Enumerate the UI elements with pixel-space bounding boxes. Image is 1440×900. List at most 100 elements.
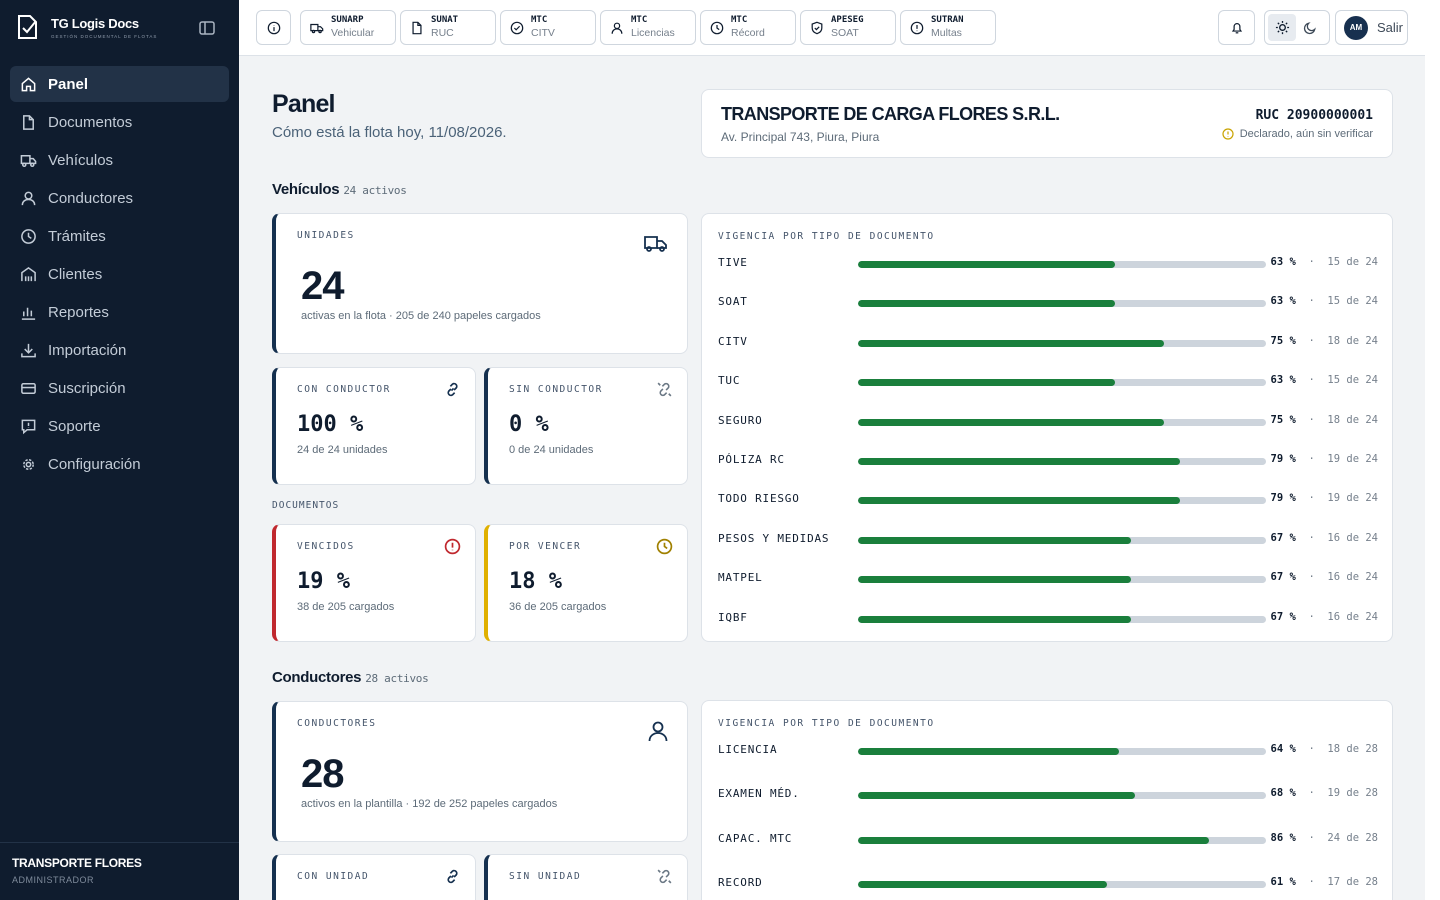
sidebar-item-reportes[interactable]: Reportes — [10, 294, 229, 330]
vehicles-vigencia-card: VIGENCIA POR TIPO DE DOCUMENTO TIVE 63 % … — [701, 213, 1393, 642]
vigencia-doc-name: EXAMEN MÉD. — [718, 787, 800, 801]
quick-link-apeseg[interactable]: APESEG SOAT — [800, 10, 896, 45]
theme-light-button[interactable] — [1268, 14, 1296, 41]
vigencia-row: CAPAC. MTC 86 % · 24 de 28 — [718, 832, 1378, 848]
quick-link-mtc-licencias[interactable]: MTC Licencias — [600, 10, 696, 45]
link-icon — [447, 869, 458, 884]
sidebar-item-tramites[interactable]: Trámites — [10, 218, 229, 254]
quick-link-sub: CITV — [531, 27, 555, 40]
sidebar-toggle-icon[interactable] — [198, 19, 216, 37]
sidebar-item-soporte[interactable]: Soporte — [10, 408, 229, 444]
vigencia-value: 61 % · 17 de 28 — [1271, 876, 1378, 888]
sidebar: TG Logis Docs GESTIÓN DOCUMENTAL DE FLOT… — [0, 0, 239, 900]
credit-card-icon — [21, 382, 36, 394]
vigencia-value: 79 % · 19 de 24 — [1271, 453, 1378, 465]
vigencia-progress-fill — [858, 615, 1132, 623]
theme-dark-button[interactable] — [1296, 14, 1324, 41]
documents-label: DOCUMENTOS — [272, 500, 340, 511]
units-foot: activas en la flota · 205 de 240 papeles… — [301, 310, 541, 322]
vigencia-value: 79 % · 19 de 24 — [1271, 492, 1378, 504]
vigencia-progress-fill — [858, 379, 1116, 387]
vigencia-doc-name: IQBF — [718, 610, 748, 624]
quick-link-title: APESEG — [831, 15, 864, 26]
user-menu-button[interactable]: AM Salir — [1335, 10, 1408, 45]
vigencia-percent: 68 % — [1270, 787, 1296, 800]
vigencia-percent: 61 % — [1270, 876, 1296, 889]
vigencia-progress-fill — [858, 339, 1164, 347]
notifications-button[interactable] — [1218, 10, 1255, 45]
vigencia-count: 18 de 24 — [1327, 334, 1378, 347]
sidebar-item-importacion[interactable]: Importación — [10, 332, 229, 368]
vigencia-value: 67 % · 16 de 24 — [1271, 571, 1378, 583]
bar-chart-icon — [21, 307, 36, 320]
vehicles-count: 24 activos — [343, 184, 407, 197]
without-unit-card: SIN UNIDAD — [484, 854, 688, 900]
vigencia-row: TODO RIESGO 79 % · 19 de 24 — [718, 492, 1378, 508]
sidebar-item-documentos[interactable]: Documentos — [10, 104, 229, 140]
vigencia-count: 15 de 24 — [1327, 256, 1378, 268]
without-driver-foot: 0 de 24 unidades — [509, 444, 594, 456]
quick-link-sunarp[interactable]: SUNARP Vehicular — [300, 10, 396, 45]
sidebar-item-suscripcion[interactable]: Suscripción — [10, 370, 229, 406]
theme-toggle — [1264, 10, 1330, 45]
sidebar-item-clientes[interactable]: Clientes — [10, 256, 229, 292]
vigencia-progress-bar — [858, 339, 1266, 347]
user-icon — [21, 191, 36, 205]
card-label: SIN UNIDAD — [509, 871, 582, 882]
quick-link-sutran[interactable]: SUTRAN Multas — [900, 10, 996, 45]
vigencia-value: 75 % · 18 de 24 — [1271, 335, 1378, 347]
company-ruc: RUC 20900000001 — [1255, 108, 1373, 123]
info-button[interactable] — [256, 10, 291, 45]
sidebar-item-panel[interactable]: Panel — [10, 66, 229, 102]
brand[interactable]: TG Logis Docs GESTIÓN DOCUMENTAL DE FLOT… — [16, 14, 157, 40]
vigencia-percent: 75 % — [1270, 413, 1296, 426]
logo-icon — [18, 15, 37, 39]
brand-subtitle: GESTIÓN DOCUMENTAL DE FLOTAS — [51, 33, 158, 39]
vigencia-percent: 79 % — [1270, 492, 1296, 505]
message-alert-icon — [21, 419, 36, 434]
vigencia-value: 64 % · 18 de 28 — [1271, 743, 1378, 755]
vigencia-doc-name: TIVE — [718, 256, 748, 269]
separator: · — [1295, 256, 1328, 268]
vigencia-doc-name: TODO RIESGO — [718, 492, 800, 506]
company-name: TRANSPORTE DE CARGA FLORES S.R.L. — [721, 104, 1060, 124]
logout-label: Salir — [1377, 20, 1404, 35]
quick-link-sub: Récord — [731, 27, 765, 40]
vigencia-doc-name: LICENCIA — [718, 743, 778, 756]
vigencia-percent: 63 % — [1270, 295, 1296, 308]
scrollbar-track[interactable] — [1425, 0, 1440, 900]
vigencia-progress-fill — [858, 261, 1116, 268]
unlink-icon — [657, 382, 672, 397]
vigencia-percent: 67 % — [1270, 571, 1296, 584]
sidebar-item-label: Configuración — [48, 455, 141, 473]
vigencia-count: 16 de 24 — [1327, 531, 1378, 544]
vigencia-count: 16 de 24 — [1327, 571, 1378, 584]
company-card: TRANSPORTE DE CARGA FLORES S.R.L. Av. Pr… — [701, 89, 1393, 158]
vigencia-value: 75 % · 18 de 24 — [1271, 414, 1378, 426]
page-title: Panel — [272, 90, 335, 118]
vigencia-progress-fill — [858, 300, 1116, 308]
vigencia-doc-name: SOAT — [718, 295, 748, 309]
vigencia-count: 16 de 24 — [1327, 610, 1378, 623]
sidebar-item-vehiculos[interactable]: Vehículos — [10, 142, 229, 178]
sidebar-item-conductores[interactable]: Conductores — [10, 180, 229, 216]
check-circle-icon — [510, 21, 524, 34]
moon-icon — [1303, 22, 1316, 35]
vigencia-progress-fill — [858, 836, 1209, 844]
sidebar-item-configuracion[interactable]: Configuración — [10, 446, 229, 482]
quick-link-mtc-citv[interactable]: MTC CITV — [500, 10, 596, 45]
units-value: 24 — [301, 264, 344, 308]
vigencia-doc-name: SEGURO — [718, 413, 763, 427]
quick-link-mtc-record[interactable]: MTC Récord — [700, 10, 796, 45]
vigencia-doc-name: CITV — [718, 334, 748, 348]
vigencia-percent: 75 % — [1270, 334, 1296, 347]
drivers-foot: activos en la plantilla · 192 de 252 pap… — [301, 798, 558, 810]
truck-icon — [20, 154, 37, 167]
expired-value: 19 % — [297, 569, 350, 594]
vigencia-title: VIGENCIA POR TIPO DE DOCUMENTO — [718, 231, 935, 242]
quick-link-title: MTC — [531, 15, 548, 26]
vigencia-count: 18 de 28 — [1327, 743, 1378, 755]
vigencia-progress-bar — [858, 497, 1266, 505]
vigencia-row: SEGURO 75 % · 18 de 24 — [718, 414, 1378, 430]
quick-link-sunat[interactable]: SUNAT RUC — [400, 10, 496, 45]
